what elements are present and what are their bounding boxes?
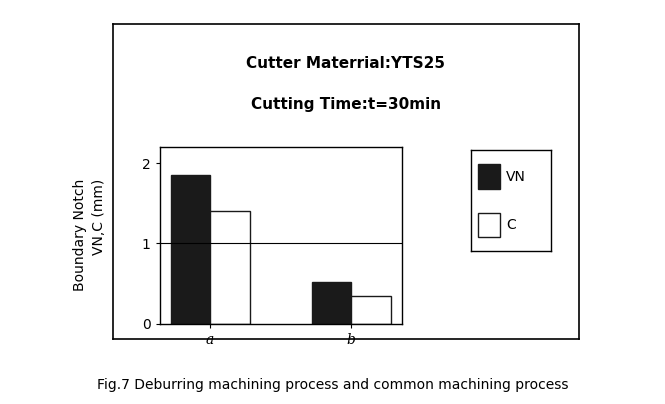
Bar xyxy=(351,296,390,324)
Text: Cutter Materrial:YTS25: Cutter Materrial:YTS25 xyxy=(246,56,446,71)
Text: VN: VN xyxy=(506,170,526,183)
Text: C: C xyxy=(506,218,516,232)
Text: Cutting Time:t=30min: Cutting Time:t=30min xyxy=(251,97,441,112)
Text: Boundary Notch
VN,C (mm): Boundary Notch VN,C (mm) xyxy=(73,179,106,292)
Bar xyxy=(210,211,249,324)
Bar xyxy=(478,213,500,237)
Bar xyxy=(171,175,210,324)
Bar xyxy=(478,164,500,189)
Bar xyxy=(312,282,351,324)
Text: Fig.7 Deburring machining process and common machining process: Fig.7 Deburring machining process and co… xyxy=(96,378,569,392)
